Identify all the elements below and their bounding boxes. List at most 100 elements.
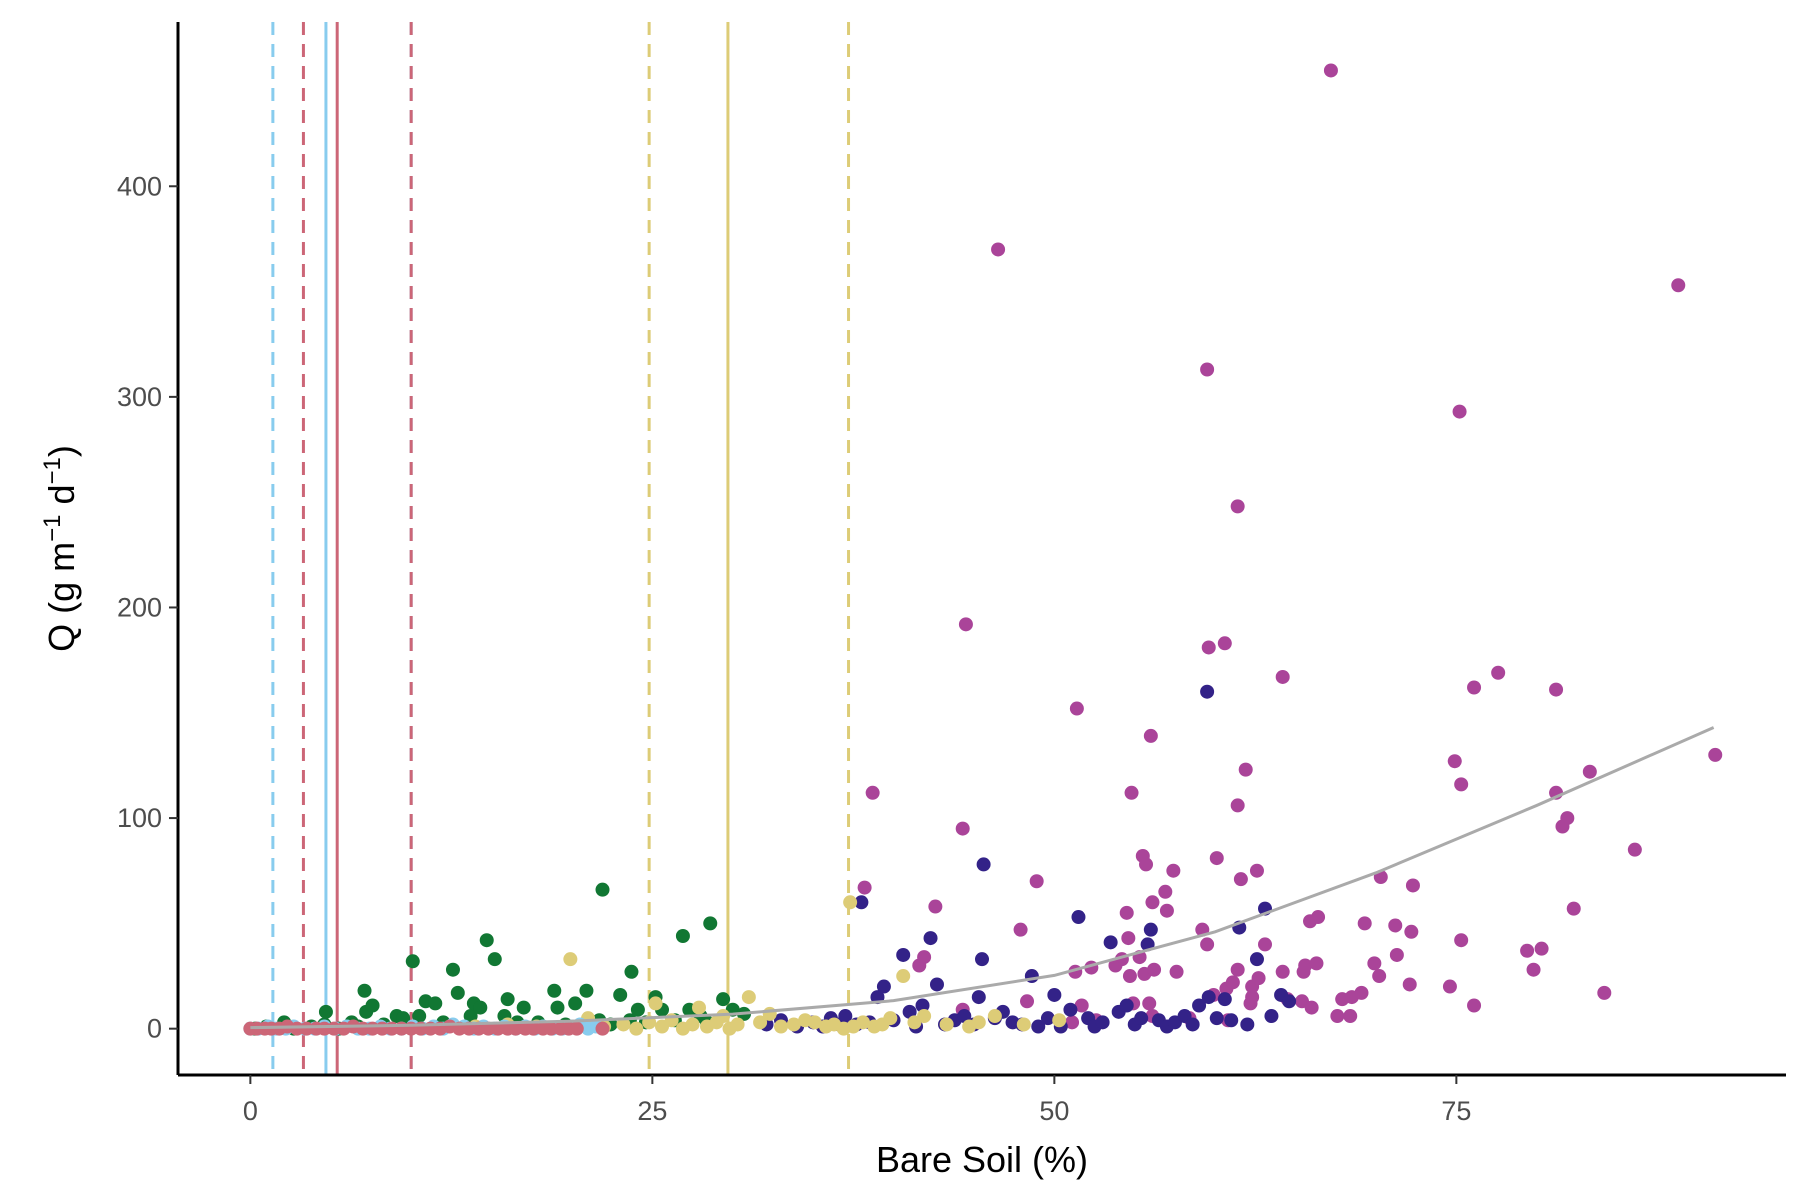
data-point	[1145, 895, 1160, 910]
data-point	[563, 952, 578, 967]
data-point	[471, 1021, 486, 1036]
y-axis-ticks: 0 100 200 300 400	[117, 171, 178, 1044]
data-point	[357, 983, 372, 998]
data-point	[568, 996, 583, 1011]
data-point	[1074, 998, 1089, 1013]
data-point	[971, 990, 986, 1005]
data-point	[1124, 785, 1139, 800]
data-point	[1230, 798, 1245, 813]
data-point	[450, 985, 465, 1000]
data-point	[1143, 922, 1158, 937]
data-point	[774, 1019, 788, 1034]
data-point	[1597, 985, 1612, 1000]
x-tick-label: 0	[243, 1096, 258, 1126]
data-point	[1245, 990, 1260, 1005]
data-point	[753, 1015, 768, 1030]
data-point	[929, 977, 944, 992]
data-point	[481, 1021, 496, 1036]
data-point	[1534, 941, 1549, 956]
x-tick-label: 75	[1441, 1096, 1471, 1126]
data-point	[883, 1011, 898, 1026]
data-point	[1052, 1013, 1067, 1028]
data-point	[685, 1017, 700, 1032]
data-point	[1388, 918, 1403, 933]
data-points	[243, 63, 1723, 1036]
data-point	[856, 1015, 871, 1030]
data-point	[917, 950, 932, 965]
data-point	[1367, 956, 1382, 971]
data-point	[1566, 901, 1581, 916]
data-point	[445, 962, 460, 977]
data-point	[396, 1011, 411, 1026]
data-point	[405, 954, 420, 969]
data-point	[479, 933, 494, 948]
data-point	[854, 895, 869, 910]
data-point	[675, 929, 690, 944]
reference-lines	[271, 22, 851, 1075]
data-point	[762, 1006, 777, 1021]
data-point	[595, 1021, 610, 1036]
data-point	[1201, 640, 1216, 655]
data-point	[1258, 937, 1273, 952]
data-point	[1166, 863, 1181, 878]
data-point	[1467, 998, 1482, 1013]
data-point	[1627, 842, 1642, 857]
data-point	[1275, 964, 1290, 979]
data-point	[958, 617, 973, 632]
data-point	[1354, 985, 1369, 1000]
data-point	[1323, 63, 1338, 78]
data-point	[876, 979, 891, 994]
y-axis-title-superscript: −1	[39, 515, 66, 542]
data-point	[1330, 1009, 1345, 1024]
data-point	[1404, 924, 1419, 939]
plot-area	[243, 22, 1723, 1075]
data-point	[1230, 962, 1245, 977]
y-tick-label: 200	[117, 592, 162, 622]
data-point	[1217, 636, 1232, 651]
data-point	[1526, 962, 1541, 977]
data-point	[1225, 975, 1240, 990]
data-point	[487, 952, 502, 967]
data-point	[1582, 764, 1597, 779]
data-point	[786, 1017, 801, 1032]
y-axis-title-part: Q (g m	[41, 542, 82, 652]
y-tick-label: 400	[117, 171, 162, 201]
data-point	[928, 899, 943, 914]
data-point	[629, 1021, 644, 1036]
data-point	[1520, 943, 1535, 958]
data-point	[1200, 362, 1215, 377]
data-point	[971, 1015, 986, 1030]
data-point	[1264, 1009, 1279, 1024]
data-point	[915, 998, 930, 1013]
data-point	[365, 998, 380, 1013]
data-point	[691, 1000, 706, 1015]
data-point	[1309, 956, 1324, 971]
data-point	[1200, 684, 1215, 699]
data-point	[1549, 682, 1564, 697]
data-point	[1185, 1017, 1200, 1032]
data-point	[1405, 878, 1420, 893]
data-point	[1491, 665, 1506, 680]
data-point	[1217, 992, 1232, 1007]
data-point	[1238, 762, 1253, 777]
data-point	[1065, 1015, 1080, 1030]
data-point	[987, 1009, 1002, 1024]
data-point	[1209, 1011, 1224, 1026]
data-point	[1209, 851, 1224, 866]
data-point	[473, 1000, 488, 1015]
data-point	[1454, 777, 1469, 792]
data-point	[1201, 990, 1216, 1005]
data-point	[544, 1021, 559, 1036]
data-point	[318, 1004, 333, 1019]
y-axis-title-part: )	[41, 445, 82, 457]
data-point	[703, 916, 718, 931]
data-point	[1122, 969, 1137, 984]
data-point	[975, 952, 989, 967]
y-tick-label: 100	[117, 803, 162, 833]
data-point	[1020, 994, 1035, 1009]
y-tick-label: 0	[147, 1014, 162, 1044]
data-point	[1224, 1013, 1239, 1028]
data-point	[991, 242, 1006, 257]
data-point	[1121, 931, 1136, 946]
